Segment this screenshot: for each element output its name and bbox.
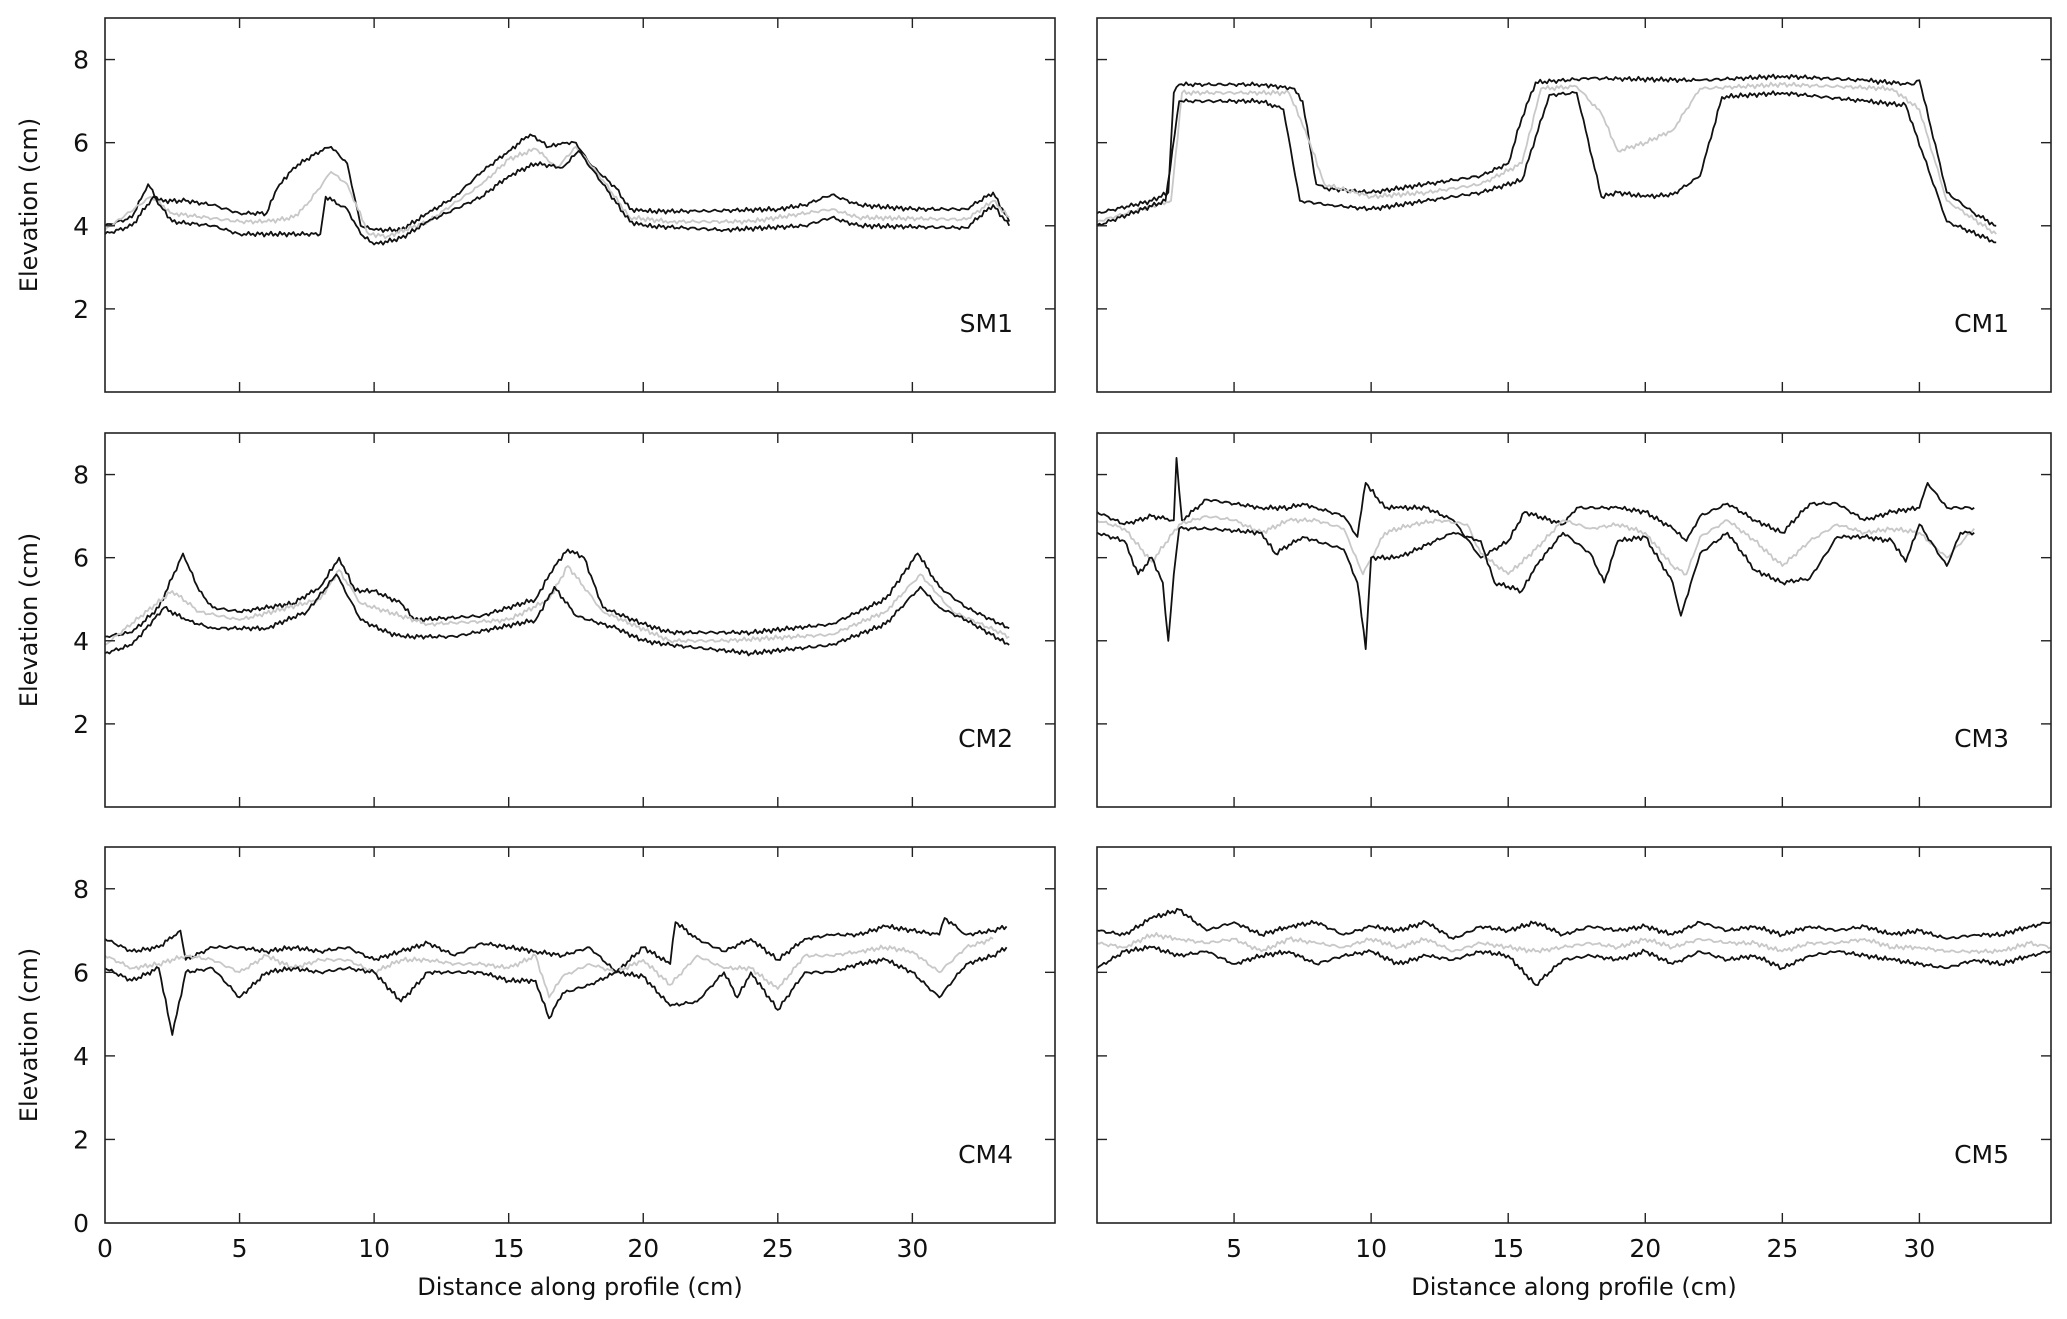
series-upper-line [104,548,1010,638]
series-mean-line [104,145,1010,240]
x-tick-label: 30 [1904,1234,1936,1263]
y-tick-label: 8 [73,46,89,75]
axes-frame [1096,846,2052,1224]
axes-frame [104,432,1056,808]
series-lower-line [1096,90,1997,244]
series-lower-line [104,946,1008,1036]
x-tick-label: 0 [97,1234,113,1263]
y-tick-label: 2 [73,1125,89,1154]
y-tick-label: 4 [73,1042,89,1071]
panel-label: CM4 [958,1140,1013,1169]
series-lower-line [104,573,1010,657]
series-lower-line [104,150,1011,246]
x-tick-label: 10 [358,1234,390,1263]
x-tick-label: 15 [1492,1234,1524,1263]
series-upper-line [1096,907,2052,940]
x-axis-label: Distance along profile (cm) [417,1273,742,1301]
y-tick-label: 8 [73,875,89,904]
panel-label: CM3 [1954,724,2009,753]
panel-sm1: 2 4 6 8 SM1 Elevation (cm) [15,17,1056,393]
y-tick-label: 4 [73,212,89,241]
x-tick-label: 15 [493,1234,525,1263]
y-tick-label: 6 [73,544,89,573]
x-tick-label: 10 [1355,1234,1387,1263]
panel-label: CM1 [1954,309,2009,338]
x-tick-label: 5 [1226,1234,1242,1263]
x-tick-label: 30 [896,1234,928,1263]
series-upper-line [104,917,1008,974]
y-tick-label: 6 [73,958,89,987]
panel-cm2: 2 4 6 8 CM2 Elevation (cm) [15,432,1056,808]
x-tick-label: 25 [762,1234,794,1263]
x-tick-label: 20 [1629,1234,1661,1263]
series-upper-line [1096,457,1975,559]
panel-cm1: CM1 [1096,17,2052,393]
series-mean-line [1096,81,1997,235]
series-mean-line [104,565,1010,646]
series-upper-line [1096,73,1997,227]
series-mean-line [104,936,994,999]
series-mean-line [1096,932,2052,955]
y-tick-label: 8 [73,461,89,490]
series-lower-line [1096,945,2052,986]
y-tick-label: 2 [73,295,89,324]
series-upper-line [104,133,1011,233]
series-lower-line [1096,523,1975,650]
axes-frame [1096,432,2052,808]
y-tick-label: 6 [73,129,89,158]
axes-frame [104,846,1056,1224]
y-tick-label: 2 [73,710,89,739]
y-tick-label: 0 [73,1209,89,1238]
panel-label: CM5 [1954,1140,2009,1169]
x-tick-label: 20 [627,1234,659,1263]
panel-label: SM1 [960,309,1013,338]
y-axis-label: Elevation (cm) [15,533,43,707]
axes-frame [104,17,1056,393]
panel-cm5: 5 10 15 20 25 30 CM5 Distance along profile (cm… [1096,846,2052,1301]
x-axis-label: Distance along profile (cm) [1411,1273,1736,1301]
x-tick-label: 25 [1766,1234,1798,1263]
panel-cm3: CM3 [1096,432,2052,808]
y-axis-label: Elevation (cm) [15,118,43,292]
series-mean-line [1096,515,1975,576]
y-tick-label: 4 [73,627,89,656]
axes-frame [1096,17,2052,393]
panel-label: CM2 [958,724,1013,753]
y-axis-label: Elevation (cm) [15,948,43,1122]
x-tick-label: 5 [232,1234,248,1263]
panel-cm4: 0 2 4 6 8 0 5 10 15 20 25 30 CM4 Elevation (cm) Distan… [15,846,1056,1301]
